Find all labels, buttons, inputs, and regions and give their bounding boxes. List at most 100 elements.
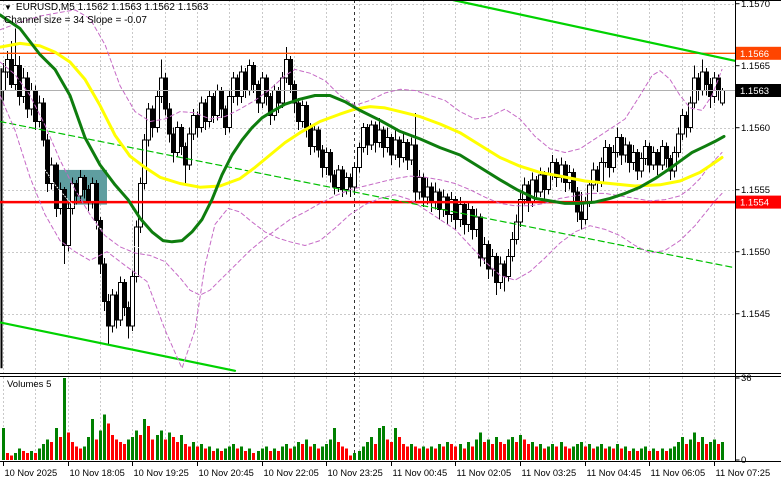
volume-bar [341,446,344,460]
volume-bar [50,441,53,460]
volume-bar [644,446,647,460]
candle-body [49,164,54,184]
volume-bar [212,450,215,460]
price-tick-label: 1.1560 [741,123,770,134]
candle-body [130,276,135,327]
volume-bar [507,439,510,460]
candle-body [538,174,543,193]
ma-slow-line[interactable] [0,41,724,189]
candle-body [453,199,458,220]
candle [611,145,616,173]
candle [304,101,309,138]
channel-upper-line[interactable] [451,0,737,62]
candle [324,147,329,175]
price-tick-label: 1.1570 [741,0,770,10]
price-axis[interactable]: 1.1570 1.1565 1.1560 1.1555 1.1550 1.1545 [735,0,771,320]
volume-bar [216,448,219,460]
volume-bar [479,432,482,460]
candle [619,133,624,165]
volume-bar [523,439,526,460]
support-price-badge-bg [736,195,781,209]
volume-bar [345,448,348,460]
volume-bar [648,450,651,460]
candle [82,174,87,199]
candle [13,28,18,91]
volume-bar [527,444,530,460]
volume-bar [240,446,243,460]
time-tick-label: 11 Nov 03:25 [522,468,577,478]
candle [25,71,30,118]
volume-bar [188,446,191,460]
candle-body [688,102,693,129]
candle [635,148,640,180]
candle-body [389,137,394,156]
candle [260,71,265,108]
candle-body [514,221,519,240]
candle-body [82,176,87,191]
ma-fast-line[interactable] [0,13,726,244]
time-tick-label: 11 Nov 07:25 [716,468,771,478]
candle [171,127,176,163]
volume-bar [55,428,58,460]
candle [223,105,228,136]
candle-body [203,102,208,123]
candle-body [458,204,463,221]
time-axis[interactable]: 10 Nov 2025 10 Nov 18:05 10 Nov 19:25 10 No… [3,462,771,478]
channel-lower-line[interactable] [0,321,237,372]
volume-bar [6,453,9,460]
bollinger-lower-band[interactable] [0,95,723,369]
volume-bar [42,444,45,460]
volume-bar [620,448,623,460]
candle-body [518,199,523,223]
candle-body [179,127,184,147]
candle [146,102,151,147]
candle [142,133,147,190]
candle [655,148,660,175]
candle [215,84,220,121]
candle [417,169,422,200]
candle [490,249,495,277]
candle-body [251,65,256,85]
candle-body [227,96,232,129]
volume-bar [301,444,304,460]
candle [437,188,442,220]
candle [704,68,709,96]
volume-bar [685,444,688,460]
candle-body [361,127,366,148]
volume-bar [450,444,453,460]
volume-bar [119,441,122,460]
ask-price-badge-label: 1.1566 [740,49,769,60]
candle-body [381,129,386,149]
candle [207,90,212,128]
volume-bar [172,437,175,460]
candle [187,127,192,170]
volume-bar [95,439,98,460]
collapse-icon[interactable]: ▼ [4,3,12,12]
chart-title: ▼ EURUSD,M5 1.1562 1.1563 1.1562 1.1563 [4,2,208,14]
candle-body [45,139,50,185]
volume-bar [454,446,457,460]
candle [433,182,438,210]
time-tick-label: 10 Nov 19:25 [134,468,189,478]
candle [191,109,196,141]
candle-body [639,158,644,172]
candle [672,146,677,178]
volume-axis[interactable]: 36 0 [735,373,752,466]
candle-body [215,90,220,116]
volume-bar [402,444,405,460]
candle-body [175,127,180,153]
bollinger-upper-band[interactable] [0,9,723,153]
grid-layer [0,0,735,460]
candle [603,140,608,168]
volume-bar [362,446,365,460]
volume-bar [677,441,680,460]
volume-bar [430,446,433,460]
bollinger-middle-band[interactable] [0,61,723,296]
volume-bar [349,455,352,460]
candle [506,249,511,282]
volume-bar [321,446,324,460]
volume-bar [592,448,595,460]
candle-body [336,169,341,188]
candle-body [680,114,685,135]
